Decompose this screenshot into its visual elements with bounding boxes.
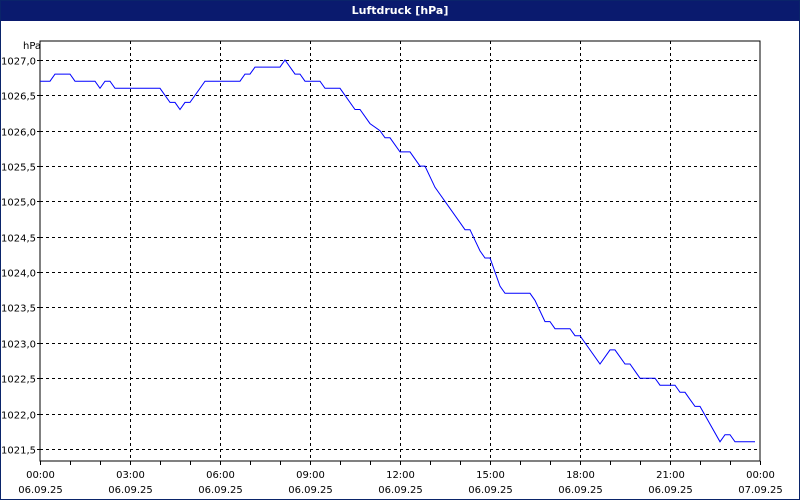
x-tick-date: 07.09.25 bbox=[738, 485, 783, 496]
x-tick-time: 18:00 bbox=[566, 470, 595, 481]
x-tick-time: 00:00 bbox=[746, 470, 775, 481]
y-tick-label: 1021,5 bbox=[1, 446, 36, 457]
y-axis-label: hPa bbox=[23, 41, 41, 52]
y-tick-label: 1023,5 bbox=[1, 304, 36, 315]
x-tick-time: 03:00 bbox=[116, 470, 145, 481]
y-tick-label: 1026,5 bbox=[1, 92, 36, 103]
y-tick-label: 1027,0 bbox=[1, 57, 36, 68]
x-tick-date: 06.09.25 bbox=[648, 485, 693, 496]
y-tick-label: 1024,5 bbox=[1, 234, 36, 245]
y-tick-label: 1024,0 bbox=[1, 269, 36, 280]
x-tick-date: 06.09.25 bbox=[198, 485, 243, 496]
x-tick-time: 12:00 bbox=[386, 470, 415, 481]
x-tick-date: 06.09.25 bbox=[18, 485, 63, 496]
y-tick-label: 1026,0 bbox=[1, 128, 36, 139]
x-tick-date: 06.09.25 bbox=[378, 485, 423, 496]
pressure-series-line bbox=[40, 59, 755, 443]
x-tick-date: 06.09.25 bbox=[468, 485, 513, 496]
x-tick-date: 06.09.25 bbox=[558, 485, 603, 496]
x-tick-time: 00:00 bbox=[26, 470, 55, 481]
y-tick-label: 1023,0 bbox=[1, 340, 36, 351]
y-tick-label: 1022,5 bbox=[1, 375, 36, 386]
x-tick-date: 06.09.25 bbox=[108, 485, 153, 496]
x-tick-time: 15:00 bbox=[476, 470, 505, 481]
x-tick-date: 06.09.25 bbox=[288, 485, 333, 496]
y-tick-label: 1025,5 bbox=[1, 163, 36, 174]
x-tick-time: 06:00 bbox=[206, 470, 235, 481]
x-tick-time: 21:00 bbox=[656, 470, 685, 481]
chart-title: Luftdruck [hPa] bbox=[1, 1, 799, 21]
x-tick-time: 09:00 bbox=[296, 470, 325, 481]
y-tick-label: 1025,0 bbox=[1, 198, 36, 209]
y-tick-label: 1022,0 bbox=[1, 411, 36, 422]
